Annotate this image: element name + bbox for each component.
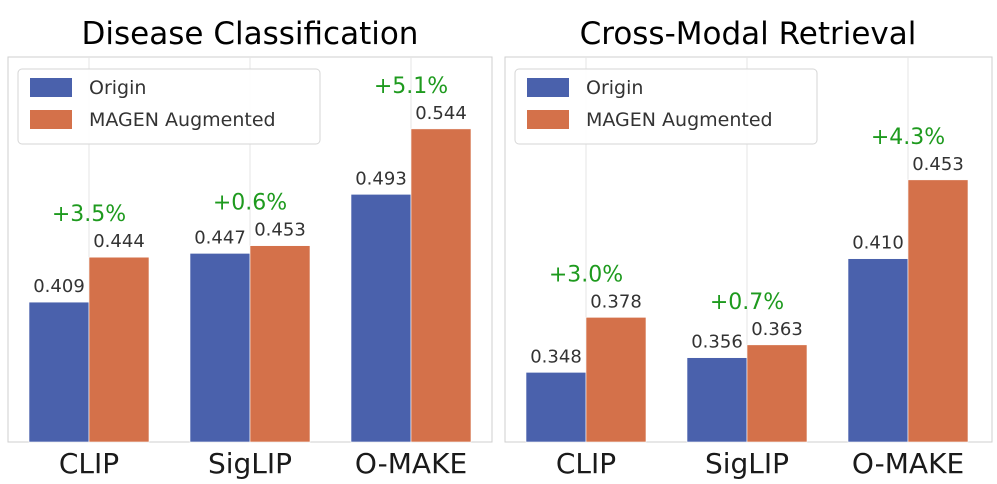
- value-label: 0.409: [33, 276, 85, 297]
- legend-swatch-augmented: [30, 110, 72, 129]
- cross-modal-retrieval-chart: Cross-Modal Retrieval 0.3480.378+3.0%0.3…: [504, 16, 993, 480]
- x-tick-label: O-MAKE: [355, 447, 467, 480]
- value-label: 0.356: [691, 332, 743, 353]
- legend: Origin MAGEN Augmented: [17, 68, 321, 145]
- value-label: 0.447: [194, 227, 246, 248]
- value-label: 0.544: [415, 103, 467, 124]
- x-tick-label: O-MAKE: [852, 447, 964, 480]
- legend-box: [17, 68, 321, 145]
- bar-augmented-clip: [585, 317, 647, 443]
- value-label: 0.363: [751, 319, 803, 340]
- x-axis-ticks: CLIP SigLIP O-MAKE: [59, 447, 467, 480]
- value-label: 0.378: [590, 291, 642, 312]
- bar-augmented-siglip: [249, 245, 311, 443]
- bar-origin-o-make: [847, 258, 909, 443]
- chart-title: Cross-Modal Retrieval: [580, 16, 917, 52]
- value-label: 0.410: [852, 233, 904, 254]
- improvement-label: +3.5%: [52, 202, 126, 227]
- improvement-label: +0.6%: [213, 191, 287, 216]
- bar-augmented-o-make: [907, 179, 969, 443]
- x-tick-label: SigLIP: [705, 447, 789, 480]
- improvement-label: +0.7%: [710, 290, 784, 315]
- legend-box: [514, 68, 818, 145]
- bar-origin-o-make: [350, 194, 412, 443]
- legend-label-origin: Origin: [89, 77, 146, 99]
- x-tick-label: SigLIP: [208, 447, 292, 480]
- legend: Origin MAGEN Augmented: [514, 68, 818, 145]
- value-label: 0.348: [530, 346, 582, 367]
- bar-augmented-o-make: [410, 128, 472, 443]
- x-tick-label: CLIP: [556, 447, 616, 480]
- bar-augmented-clip: [88, 256, 150, 443]
- bar-augmented-siglip: [746, 344, 808, 443]
- bar-origin-siglip: [189, 253, 251, 443]
- bar-origin-siglip: [686, 357, 748, 443]
- legend-label-augmented: MAGEN Augmented: [586, 109, 773, 131]
- bar-origin-clip: [525, 372, 587, 443]
- chart-title: Disease Classification: [82, 16, 419, 52]
- bars: 0.409 0.444 +3.5% 0.447 0.453 +0.6% 0.493 0.544…: [28, 74, 472, 443]
- x-axis-ticks: CLIP SigLIP O-MAKE: [556, 447, 964, 480]
- x-tick-label: CLIP: [59, 447, 119, 480]
- legend-swatch-origin: [30, 78, 72, 97]
- legend-label-augmented: MAGEN Augmented: [89, 109, 276, 131]
- bars: 0.348 0.378 +3.0% 0.356 0.363 +0.7% 0.410 0.453…: [525, 125, 969, 443]
- legend-swatch-origin: [527, 78, 569, 97]
- legend-label-origin: Origin: [586, 77, 643, 99]
- value-label: 0.453: [254, 220, 306, 241]
- disease-classification-chart: Disease Classification 0.4090.444+3.5%0.…: [7, 16, 493, 480]
- value-label: 0.453: [912, 154, 964, 175]
- value-label: 0.444: [93, 231, 145, 252]
- improvement-label: +3.0%: [549, 262, 623, 287]
- improvement-label: +4.3%: [871, 125, 945, 150]
- improvement-label: +5.1%: [374, 74, 448, 99]
- legend-swatch-augmented: [527, 110, 569, 129]
- value-label: 0.493: [355, 168, 407, 189]
- bar-origin-clip: [28, 301, 90, 443]
